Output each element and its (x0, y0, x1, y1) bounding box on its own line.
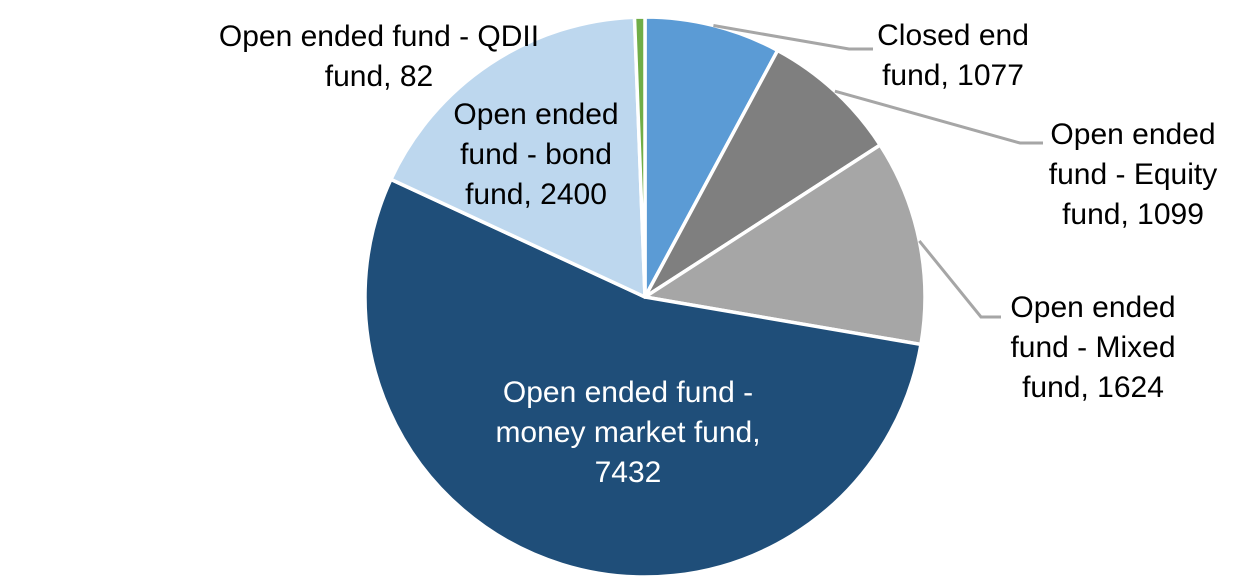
pie-slice-open-ended-fund-qdii-fund (632, 15, 647, 299)
slice-label-line: Open ended (1010, 291, 1175, 324)
pie-slice-open-ended-fund-bond-fund (389, 15, 647, 299)
slice-label-open-ended-fund-qdii-fund: Open ended fund - QDII fund, 82 (219, 20, 539, 93)
slice-label-line: Open ended fund - QDII (219, 20, 539, 53)
pie-slice-open-ended-fund-money-market-fund (363, 177, 923, 579)
slice-label-line: fund, 1624 (1022, 371, 1164, 404)
slice-label-open-ended-fund-money-market-fund: Open ended fund - money market fund, 7432 (495, 376, 760, 489)
pie-slice-open-ended-fund-equity-fund (643, 48, 882, 299)
slice-label-open-ended-fund-mixed-fund: Open ended fund - Mixed fund, 1624 (1010, 291, 1175, 404)
slice-label-line: money market fund, (495, 416, 760, 449)
slice-label-line: Closed end (877, 19, 1029, 52)
slice-label-line: 7432 (595, 456, 662, 489)
leader-line-closed-end-fund (713, 24, 873, 51)
pie-slice-closed-end-fund (643, 15, 780, 299)
slice-label-line: fund - Mixed (1010, 331, 1175, 364)
slice-label-closed-end-fund: Closed end fund, 1077 (877, 19, 1029, 92)
slice-label-line: Open ended (453, 98, 618, 131)
slice-label-line: fund, 1099 (1062, 198, 1204, 231)
slice-label-line: fund, 1077 (882, 59, 1024, 92)
pie-slice-open-ended-fund-mixed-fund (643, 143, 927, 347)
slice-label-line: Open ended fund - (503, 376, 753, 409)
slice-label-line: fund - bond (460, 138, 612, 171)
slice-label-open-ended-fund-bond-fund: Open ended fund - bond fund, 2400 (453, 98, 618, 211)
slice-label-line: fund - Equity (1049, 158, 1217, 191)
slice-label-line: fund, 2400 (465, 178, 607, 211)
slice-label-line: fund, 82 (325, 60, 433, 93)
leader-line-open-ended-fund-equity-fund (834, 89, 1043, 145)
leader-line-open-ended-fund-mixed-fund (918, 239, 1001, 319)
slice-label-open-ended-fund-equity-fund: Open ended fund - Equity fund, 1099 (1049, 118, 1217, 231)
slice-label-line: Open ended (1050, 118, 1215, 151)
